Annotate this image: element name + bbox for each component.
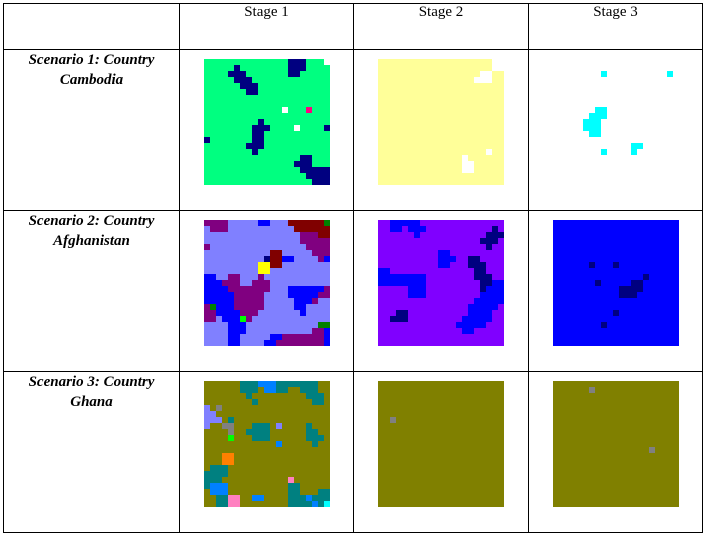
- scenario-1-stage-3-image: [552, 59, 679, 185]
- scenario-3-stage-2-image: [378, 381, 504, 507]
- scenario-3-stage-3-image: [552, 381, 679, 507]
- scenario-3-row: Scenario 3: Country Ghana: [3, 371, 703, 533]
- scenario-2-stage-1-image: [203, 220, 330, 346]
- stage-1-header: Stage 1: [179, 3, 354, 50]
- scenario-stage-table: Stage 1 Stage 2 Stage 3 Scenario 1: Coun…: [3, 3, 703, 533]
- scenario-3-stage-2-cell: [353, 371, 529, 533]
- scenario-2-stage-2-image: [378, 220, 504, 346]
- stage-2-header: Stage 2: [353, 3, 529, 50]
- scenario-2-label: Scenario 2: Country Afghanistan: [3, 210, 180, 372]
- scenario-3-country: Ghana: [70, 394, 113, 410]
- scenario-3-stage-3-cell: [528, 371, 703, 533]
- header-row: Stage 1 Stage 2 Stage 3: [3, 3, 703, 50]
- scenario-2-country: Afghanistan: [53, 233, 130, 249]
- scenario-1-stage-1-cell: [179, 49, 354, 211]
- scenario-1-stage-2-cell: [353, 49, 529, 211]
- stage-3-header: Stage 3: [528, 3, 703, 50]
- scenario-1-row: Scenario 1: Country Cambodia: [3, 49, 703, 211]
- scenario-2-stage-3-image: [552, 220, 679, 346]
- scenario-1-title: Scenario 1: Country: [28, 52, 155, 68]
- scenario-3-title: Scenario 3: Country: [28, 374, 155, 390]
- scenario-2-row: Scenario 2: Country Afghanistan: [3, 210, 703, 372]
- scenario-1-stage-1-image: [203, 59, 330, 185]
- scenario-1-country: Cambodia: [59, 72, 124, 88]
- scenario-2-stage-3-cell: [528, 210, 703, 372]
- scenario-2-title: Scenario 2: Country: [28, 213, 155, 229]
- scenario-1-stage-2-image: [378, 59, 504, 185]
- scenario-1-stage-3-cell: [528, 49, 703, 211]
- scenario-3-label: Scenario 3: Country Ghana: [3, 371, 180, 533]
- scenario-3-stage-1-image: [203, 381, 330, 507]
- scenario-2-stage-2-cell: [353, 210, 529, 372]
- scenario-1-label: Scenario 1: Country Cambodia: [3, 49, 180, 211]
- corner-cell: [3, 3, 180, 50]
- scenario-3-stage-1-cell: [179, 371, 354, 533]
- scenario-2-stage-1-cell: [179, 210, 354, 372]
